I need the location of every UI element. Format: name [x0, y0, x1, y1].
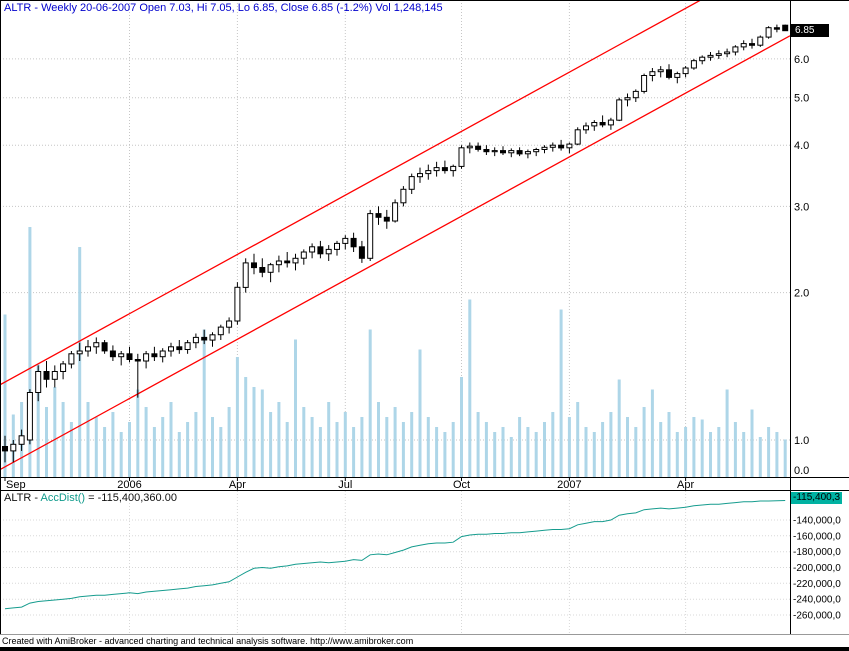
svg-text:0.0: 0.0	[794, 465, 809, 477]
svg-text:-140,000,0: -140,000,0	[793, 516, 841, 527]
svg-text:-200,000,0: -200,000,0	[793, 563, 841, 574]
price-axis-labels: 6.0 5.0 4.0 3.0 2.0 1.0 0.0	[794, 54, 809, 477]
svg-text:4.0: 4.0	[794, 140, 809, 152]
svg-text:Sep: Sep	[6, 479, 26, 490]
accdist-value-badge: -115,400,3	[791, 492, 843, 504]
svg-text:Apr: Apr	[229, 479, 246, 490]
svg-text:-220,000,0: -220,000,0	[793, 579, 841, 590]
accdist-line	[4, 500, 786, 610]
time-axis-labels: Sep 2006 Apr Jul Oct 2007 Apr	[4, 477, 694, 490]
trend-channel[interactable]	[0, 0, 790, 471]
svg-text:6.0: 6.0	[794, 54, 809, 66]
svg-text:-180,000,0: -180,000,0	[793, 547, 841, 558]
candles	[2, 24, 789, 463]
svg-text:1.0: 1.0	[794, 435, 809, 447]
svg-text:Jul: Jul	[338, 479, 352, 490]
svg-text:5.0: 5.0	[794, 93, 809, 105]
volume-bars	[3, 227, 787, 477]
accdist-chart-svg[interactable]: -140,000,0 -160,000,0 -180,000,0 -200,000,0…	[0, 490, 849, 635]
price-chart-svg[interactable]: 6.0 5.0 4.0 3.0 2.0 1.0 0.0 Sep 2006 Apr Jul Oct 200…	[0, 0, 849, 490]
footer-credit: Created with AmiBroker - advanced charti…	[2, 636, 414, 646]
svg-text:Apr: Apr	[677, 479, 694, 490]
last-price-badge: 6.85	[791, 24, 829, 37]
svg-text:Oct: Oct	[453, 479, 470, 490]
svg-text:2007: 2007	[557, 479, 581, 490]
svg-text:-240,000,0: -240,000,0	[793, 595, 841, 606]
bottom-scrollbar	[0, 647, 849, 651]
trendline-upper	[0, 0, 703, 386]
svg-text:2.0: 2.0	[794, 288, 809, 300]
accdist-axis-labels: -140,000,0 -160,000,0 -180,000,0 -200,000,0…	[793, 516, 841, 622]
trendline-lower	[0, 35, 790, 471]
svg-text:-160,000,0: -160,000,0	[793, 531, 841, 542]
accdist-grid	[0, 491, 790, 634]
svg-text:-260,000,0: -260,000,0	[793, 611, 841, 622]
svg-text:2006: 2006	[117, 479, 141, 490]
svg-text:3.0: 3.0	[794, 201, 809, 213]
